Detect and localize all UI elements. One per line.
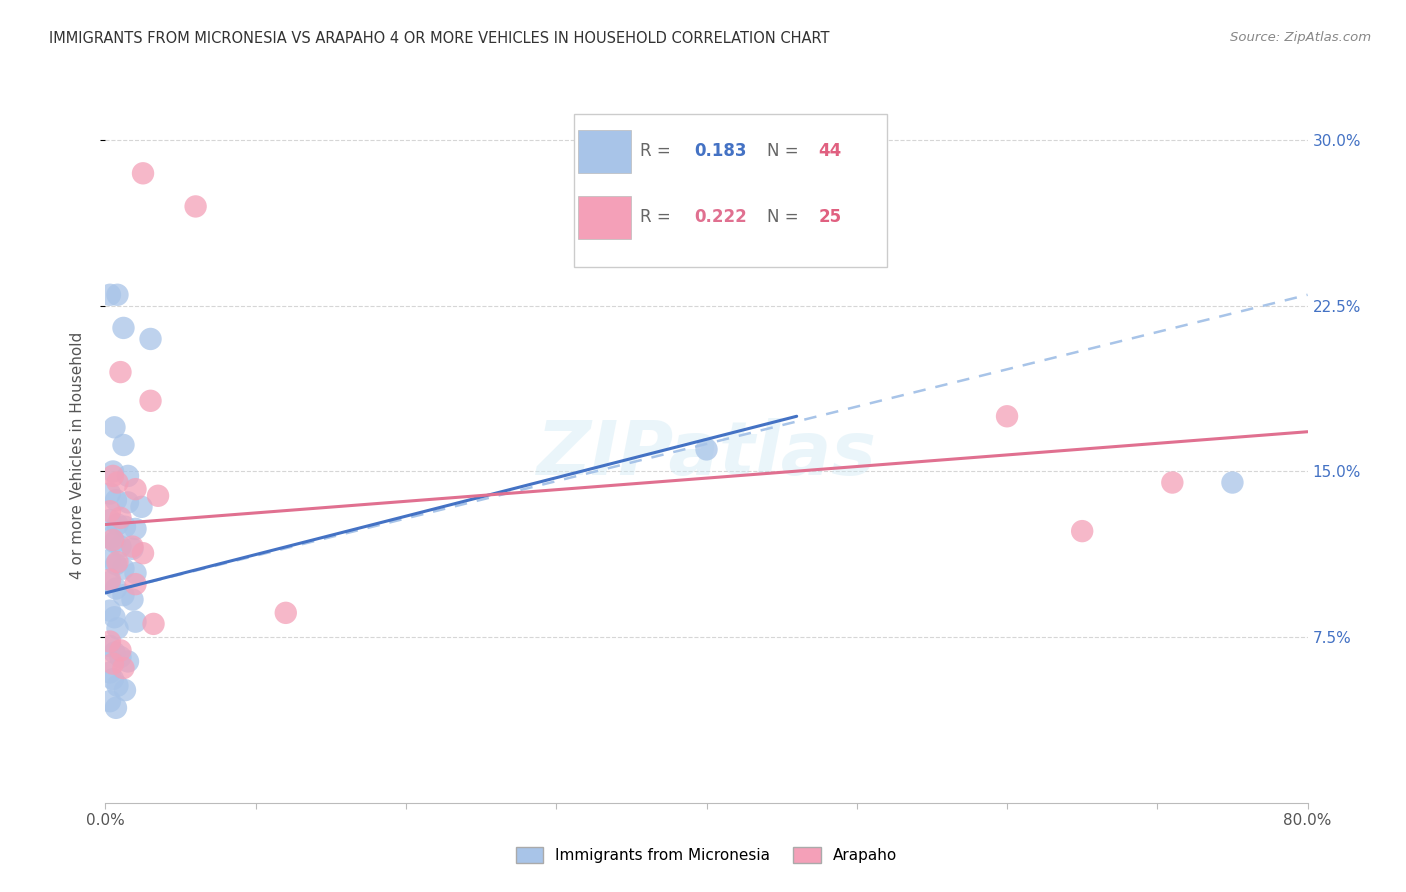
- Point: [98, 553, 121, 567]
- Point: [124, 577, 146, 591]
- Text: 44: 44: [818, 142, 842, 160]
- Point: [184, 199, 207, 213]
- Point: [98, 604, 121, 618]
- Point: [124, 522, 146, 536]
- Point: [98, 634, 121, 648]
- Y-axis label: 4 or more Vehicles in Household: 4 or more Vehicles in Household: [70, 331, 84, 579]
- Point: [112, 661, 135, 675]
- Point: [1222, 475, 1244, 490]
- Point: [124, 566, 146, 580]
- FancyBboxPatch shape: [578, 130, 631, 173]
- Point: [110, 643, 132, 657]
- FancyBboxPatch shape: [578, 196, 631, 239]
- Point: [132, 166, 155, 180]
- Point: [98, 573, 121, 587]
- Point: [114, 519, 136, 533]
- Point: [124, 615, 146, 629]
- Point: [110, 365, 132, 379]
- Point: [104, 493, 127, 508]
- Point: [110, 540, 132, 554]
- Point: [139, 393, 162, 408]
- Point: [98, 486, 121, 500]
- Point: [1161, 475, 1184, 490]
- Point: [124, 482, 146, 496]
- Point: [146, 489, 169, 503]
- Legend: Immigrants from Micronesia, Arapaho: Immigrants from Micronesia, Arapaho: [503, 835, 910, 875]
- Text: 25: 25: [818, 208, 841, 226]
- Point: [995, 409, 1018, 424]
- Point: [107, 555, 129, 569]
- Point: [110, 650, 132, 665]
- Point: [101, 465, 124, 479]
- Point: [103, 535, 125, 549]
- Text: 0.222: 0.222: [695, 208, 747, 226]
- FancyBboxPatch shape: [574, 114, 887, 267]
- Point: [132, 546, 155, 560]
- Point: [117, 655, 139, 669]
- Point: [98, 513, 121, 527]
- Point: [107, 679, 129, 693]
- Point: [114, 683, 136, 698]
- Point: [103, 646, 125, 660]
- Point: [104, 558, 127, 572]
- Point: [112, 588, 135, 602]
- Point: [98, 574, 121, 589]
- Point: [101, 533, 124, 547]
- Point: [274, 606, 297, 620]
- Point: [107, 475, 129, 490]
- Point: [112, 562, 135, 576]
- Text: R =: R =: [640, 142, 676, 160]
- Point: [107, 621, 129, 635]
- Point: [107, 287, 129, 301]
- Point: [121, 541, 143, 556]
- Text: 0.183: 0.183: [695, 142, 747, 160]
- Point: [131, 500, 153, 514]
- Point: [1071, 524, 1094, 538]
- Point: [121, 592, 143, 607]
- Point: [104, 701, 127, 715]
- Text: R =: R =: [640, 208, 676, 226]
- Point: [98, 694, 121, 708]
- Point: [98, 531, 121, 545]
- Text: N =: N =: [766, 208, 803, 226]
- Point: [110, 511, 132, 525]
- Point: [98, 504, 121, 518]
- Point: [696, 442, 718, 457]
- Point: [142, 616, 165, 631]
- Text: N =: N =: [766, 142, 803, 160]
- Point: [117, 495, 139, 509]
- Point: [117, 469, 139, 483]
- Point: [139, 332, 162, 346]
- Point: [103, 610, 125, 624]
- Point: [107, 517, 129, 532]
- Point: [101, 657, 124, 671]
- Text: ZIPatlas: ZIPatlas: [537, 418, 876, 491]
- Point: [98, 287, 121, 301]
- Point: [98, 639, 121, 653]
- Point: [101, 672, 124, 686]
- Point: [112, 321, 135, 335]
- Point: [98, 665, 121, 680]
- Text: Source: ZipAtlas.com: Source: ZipAtlas.com: [1230, 31, 1371, 45]
- Point: [104, 582, 127, 596]
- Point: [121, 540, 143, 554]
- Point: [101, 469, 124, 483]
- Point: [112, 438, 135, 452]
- Text: IMMIGRANTS FROM MICRONESIA VS ARAPAHO 4 OR MORE VEHICLES IN HOUSEHOLD CORRELATIO: IMMIGRANTS FROM MICRONESIA VS ARAPAHO 4 …: [49, 31, 830, 46]
- Point: [103, 420, 125, 434]
